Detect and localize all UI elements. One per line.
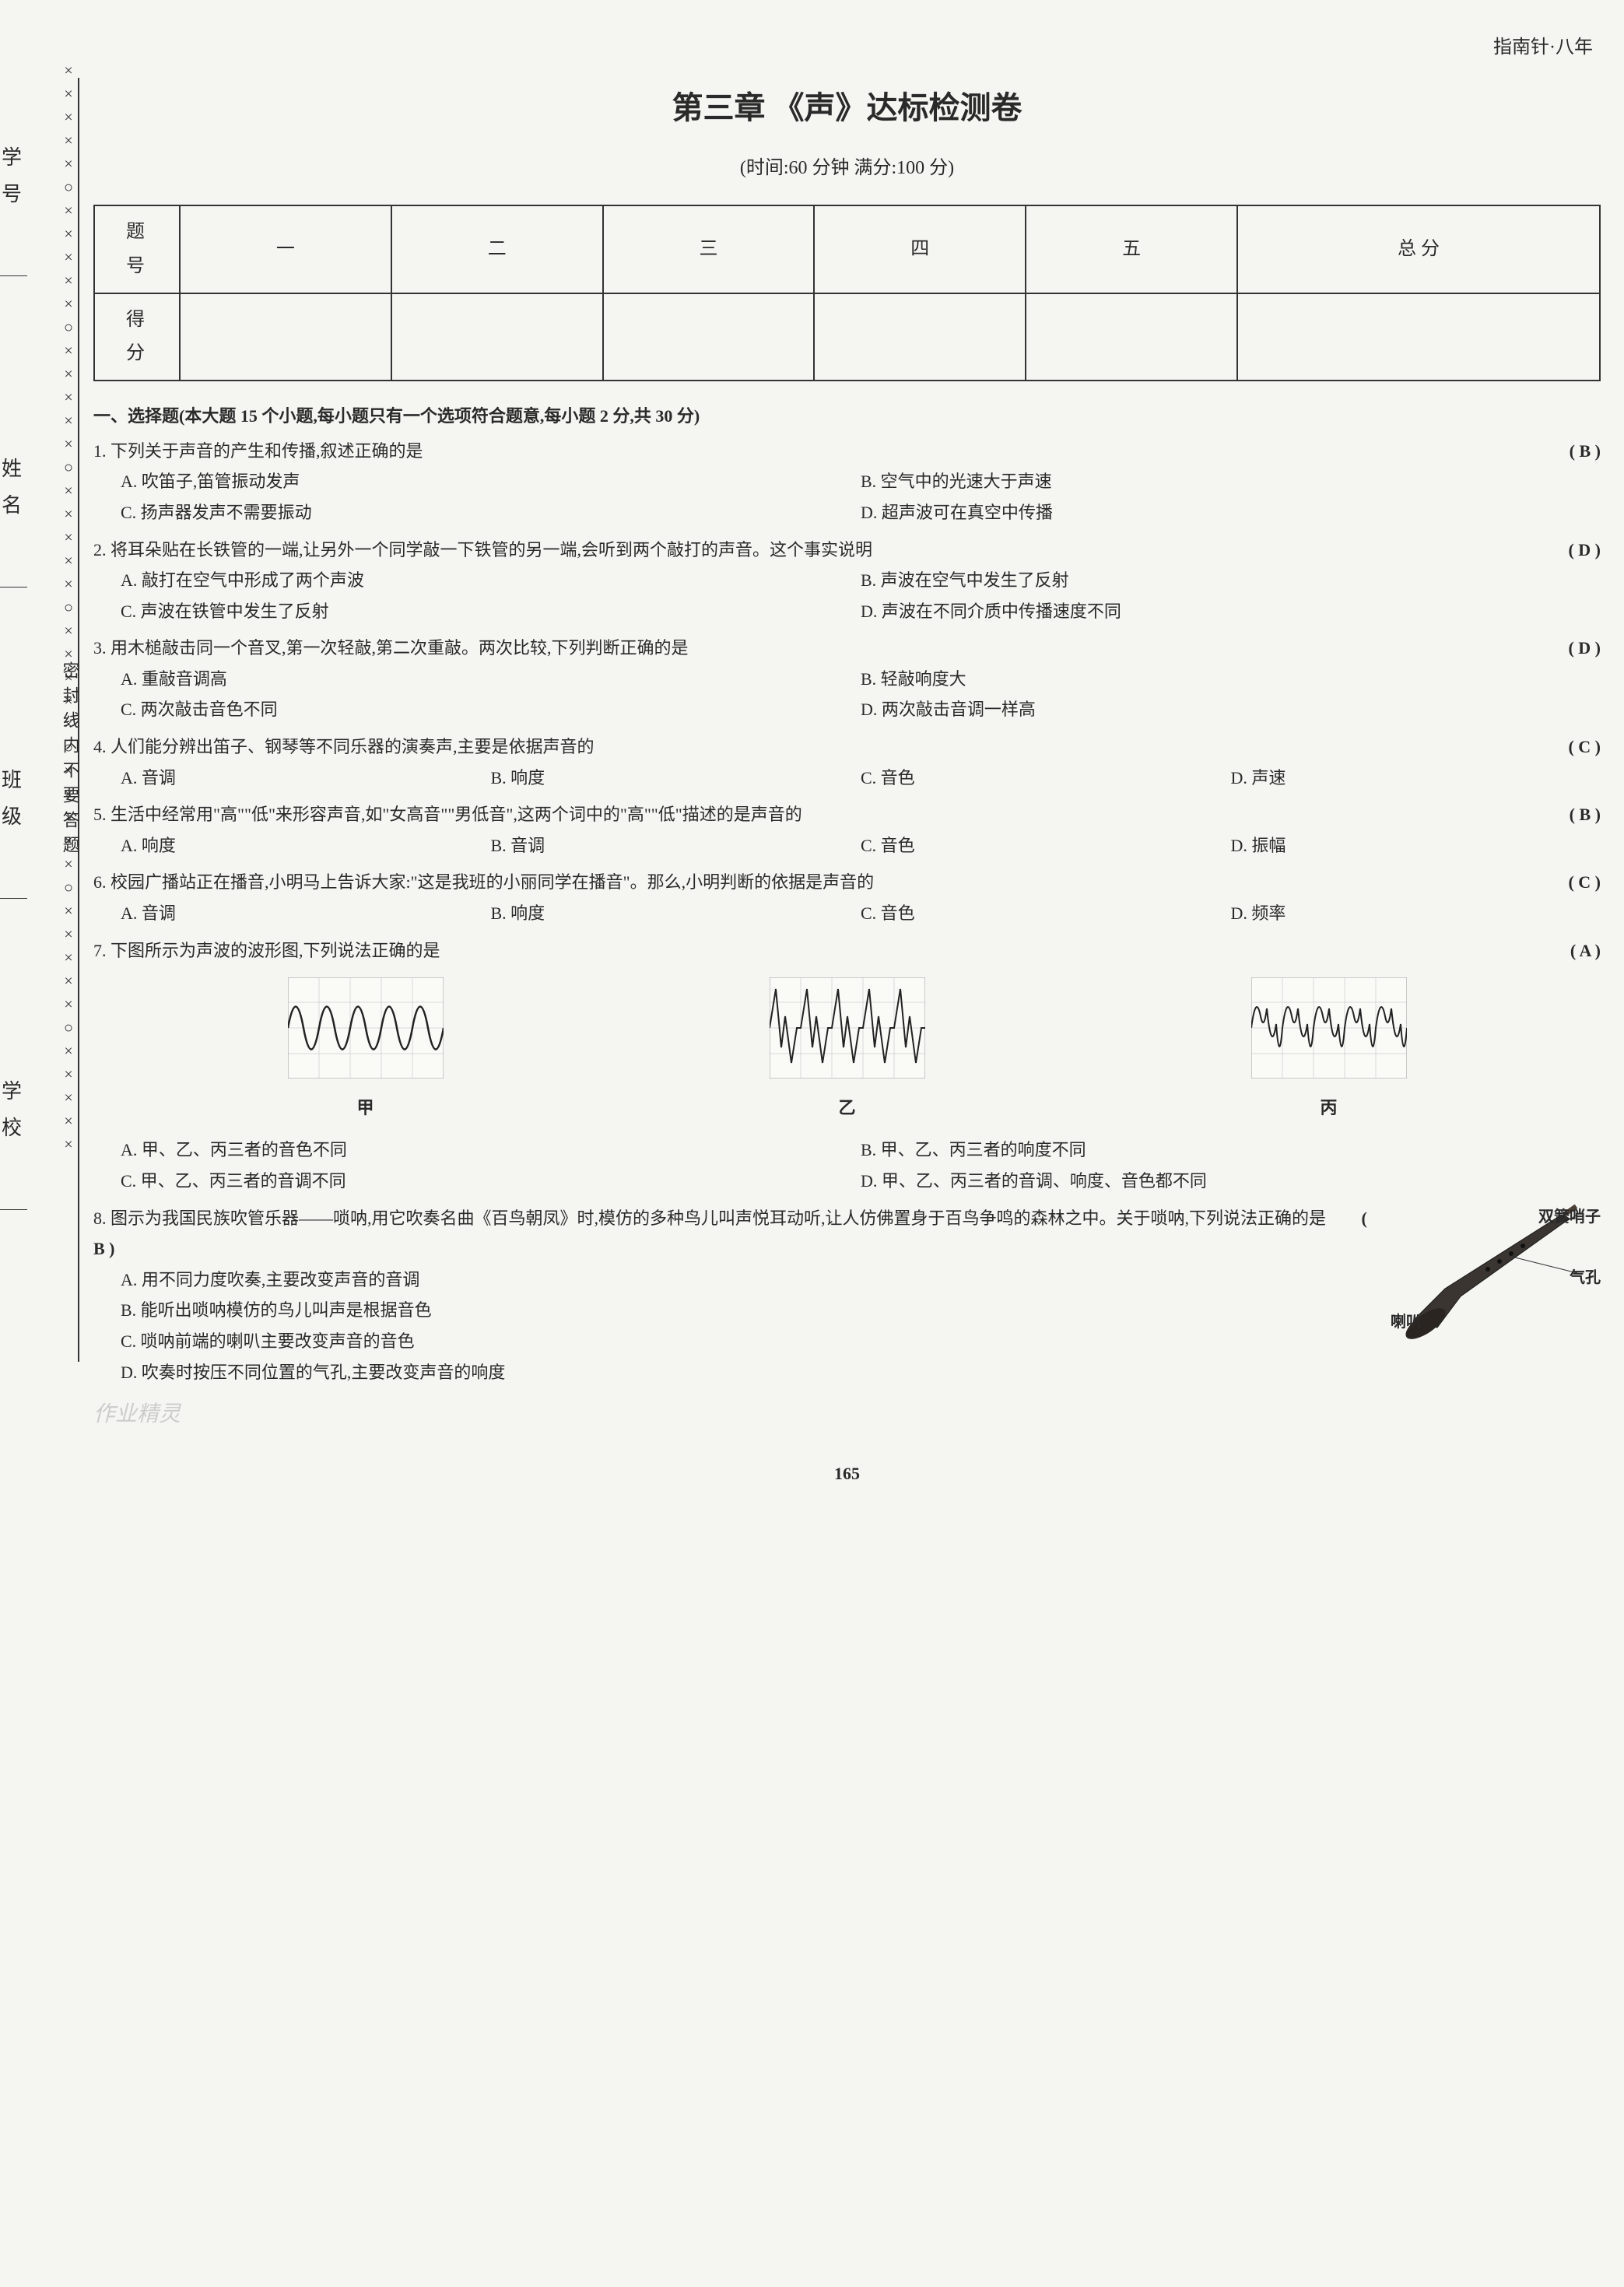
sidebar-label-name: 姓名	[0, 451, 27, 588]
question-text: 3. 用木槌敲击同一个音叉,第一次轻敲,第二次重敲。两次比较,下列判断正确的是	[93, 638, 689, 658]
table-cell	[180, 293, 391, 381]
suona-label-hole: 气孔	[1570, 1264, 1601, 1292]
option-d: D. 两次敲击音调一样高	[861, 694, 1601, 725]
answer-mark: ( C )	[1568, 867, 1601, 898]
waveform-label-yi: 乙	[770, 1093, 925, 1124]
option-a: A. 响度	[121, 830, 491, 861]
waveform-label-bing: 丙	[1251, 1093, 1407, 1124]
option-c: C. 音色	[861, 830, 1231, 861]
option-b: B. 甲、乙、丙三者的响度不同	[861, 1135, 1601, 1166]
binding-marks: ×××××○×××××○×××××○×××××○×××××○×××××○××××…	[54, 62, 82, 1159]
question-8: 双簧哨子 气孔 喇叭 8. 图示为我国民族吹管乐器——唢呐,用它吹奏名曲《百鸟朝…	[93, 1203, 1601, 1388]
answer-mark: ( D )	[1568, 535, 1601, 566]
question-text: 2. 将耳朵贴在长铁管的一端,让另外一个同学敲一下铁管的另一端,会听到两个敲打的…	[93, 540, 872, 559]
question-text: 8. 图示为我国民族吹管乐器——唢呐,用它吹奏名曲《百鸟朝凤》时,模仿的多种鸟儿…	[93, 1208, 1326, 1228]
table-header-cell: 一	[180, 205, 391, 293]
question-3: 3. 用木槌敲击同一个音叉,第一次轻敲,第二次重敲。两次比较,下列判断正确的是 …	[93, 633, 1601, 725]
question-text: 5. 生活中经常用"高""低"来形容声音,如"女高音""男低音",这两个词中的"…	[93, 805, 802, 824]
waveform-bing	[1251, 977, 1407, 1079]
option-c: C. 甲、乙、丙三者的音调不同	[121, 1166, 861, 1197]
sidebar-label-id: 学号	[0, 140, 27, 276]
option-c: C. 音色	[861, 763, 1231, 794]
table-cell	[603, 293, 815, 381]
question-7: 7. 下图所示为声波的波形图,下列说法正确的是 ( A ) 甲	[93, 935, 1601, 1197]
option-d: D. 吹奏时按压不同位置的气孔,主要改变声音的响度	[121, 1357, 1601, 1388]
table-cell	[1237, 293, 1600, 381]
waveform-yi	[770, 977, 925, 1079]
answer-mark: ( D )	[1568, 633, 1601, 664]
option-c: C. 声波在铁管中发生了反射	[121, 596, 861, 627]
table-header-cell: 四	[814, 205, 1026, 293]
question-2: 2. 将耳朵贴在长铁管的一端,让另外一个同学敲一下铁管的另一端,会听到两个敲打的…	[93, 535, 1601, 627]
option-b: B. 声波在空气中发生了反射	[861, 565, 1601, 596]
option-a: A. 音调	[121, 763, 491, 794]
answer-mark: ( A )	[1570, 935, 1601, 966]
waveform-container: 甲 乙	[93, 977, 1601, 1123]
question-text: 4. 人们能分辨出笛子、钢琴等不同乐器的演奏声,主要是依据声音的	[93, 737, 595, 756]
option-c: C. 唢呐前端的喇叭主要改变声音的音色	[121, 1326, 1601, 1357]
table-cell	[814, 293, 1026, 381]
table-cell: 得 分	[94, 293, 180, 381]
header-book-title: 指南针·八年	[93, 31, 1601, 65]
sidebar-label-school: 学校	[0, 1074, 27, 1210]
exam-subtitle: (时间:60 分钟 满分:100 分)	[93, 152, 1601, 185]
answer-mark: ( C )	[1568, 731, 1601, 763]
option-b: B. 响度	[491, 898, 861, 929]
table-header-cell: 三	[603, 205, 815, 293]
option-a: A. 用不同力度吹奏,主要改变声音的音调	[121, 1265, 1601, 1296]
option-d: D. 频率	[1231, 898, 1601, 929]
question-6: 6. 校园广播站正在播音,小明马上告诉大家:"这是我班的小丽同学在播音"。那么,…	[93, 867, 1601, 928]
option-c: C. 扬声器发声不需要振动	[121, 497, 861, 528]
score-table: 题 号 一 二 三 四 五 总 分 得 分	[93, 205, 1601, 381]
suona-label-bell: 喇叭	[1391, 1308, 1422, 1336]
waveform-jia	[288, 977, 444, 1079]
option-d: D. 声波在不同介质中传播速度不同	[861, 596, 1601, 627]
option-b: B. 空气中的光速大于声速	[861, 466, 1601, 497]
answer-mark: ( B )	[1570, 799, 1601, 830]
table-header-cell: 总 分	[1237, 205, 1600, 293]
table-row: 题 号 一 二 三 四 五 总 分	[94, 205, 1600, 293]
option-b: B. 轻敲响度大	[861, 664, 1601, 695]
option-d: D. 振幅	[1231, 830, 1601, 861]
page-number: 165	[93, 1458, 1601, 1489]
table-cell	[1026, 293, 1237, 381]
question-1: 1. 下列关于声音的产生和传播,叙述正确的是 ( B ) A. 吹笛子,笛管振动…	[93, 436, 1601, 528]
option-a: A. 音调	[121, 898, 491, 929]
option-b: B. 能听出唢呐模仿的鸟儿叫声是根据音色	[121, 1295, 1601, 1326]
question-text: 1. 下列关于声音的产生和传播,叙述正确的是	[93, 441, 423, 461]
table-row: 得 分	[94, 293, 1600, 381]
question-text: 6. 校园广播站正在播音,小明马上告诉大家:"这是我班的小丽同学在播音"。那么,…	[93, 872, 874, 892]
option-a: A. 重敲音调高	[121, 664, 861, 695]
waveform-label-jia: 甲	[288, 1093, 444, 1124]
table-header-cell: 五	[1026, 205, 1237, 293]
table-cell	[391, 293, 603, 381]
section-header: 一、选择题(本大题 15 个小题,每小题只有一个选项符合题意,每小题 2 分,共…	[93, 401, 1601, 432]
option-d: D. 甲、乙、丙三者的音调、响度、音色都不同	[861, 1166, 1601, 1197]
answer-mark: ( B )	[1570, 436, 1601, 467]
question-5: 5. 生活中经常用"高""低"来形容声音,如"女高音""男低音",这两个词中的"…	[93, 799, 1601, 861]
option-c: C. 音色	[861, 898, 1231, 929]
option-b: B. 响度	[491, 763, 861, 794]
option-a: A. 甲、乙、丙三者的音色不同	[121, 1135, 861, 1166]
sidebar-label-class: 班级	[0, 763, 27, 899]
option-d: D. 声速	[1231, 763, 1601, 794]
option-b: B. 音调	[491, 830, 861, 861]
option-d: D. 超声波可在真空中传播	[861, 497, 1601, 528]
option-a: A. 敲打在空气中形成了两个声波	[121, 565, 861, 596]
exam-title: 第三章 《声》达标检测卷	[93, 80, 1601, 136]
binding-seal-text: 密封线内不要答题	[54, 661, 86, 861]
question-4: 4. 人们能分辨出笛子、钢琴等不同乐器的演奏声,主要是依据声音的 ( C ) A…	[93, 731, 1601, 793]
watermark-text: 作业精灵	[93, 1395, 1601, 1434]
table-header-cell: 题 号	[94, 205, 180, 293]
option-a: A. 吹笛子,笛管振动发声	[121, 466, 861, 497]
option-c: C. 两次敲击音色不同	[121, 694, 861, 725]
question-text: 7. 下图所示为声波的波形图,下列说法正确的是	[93, 941, 440, 960]
table-header-cell: 二	[391, 205, 603, 293]
